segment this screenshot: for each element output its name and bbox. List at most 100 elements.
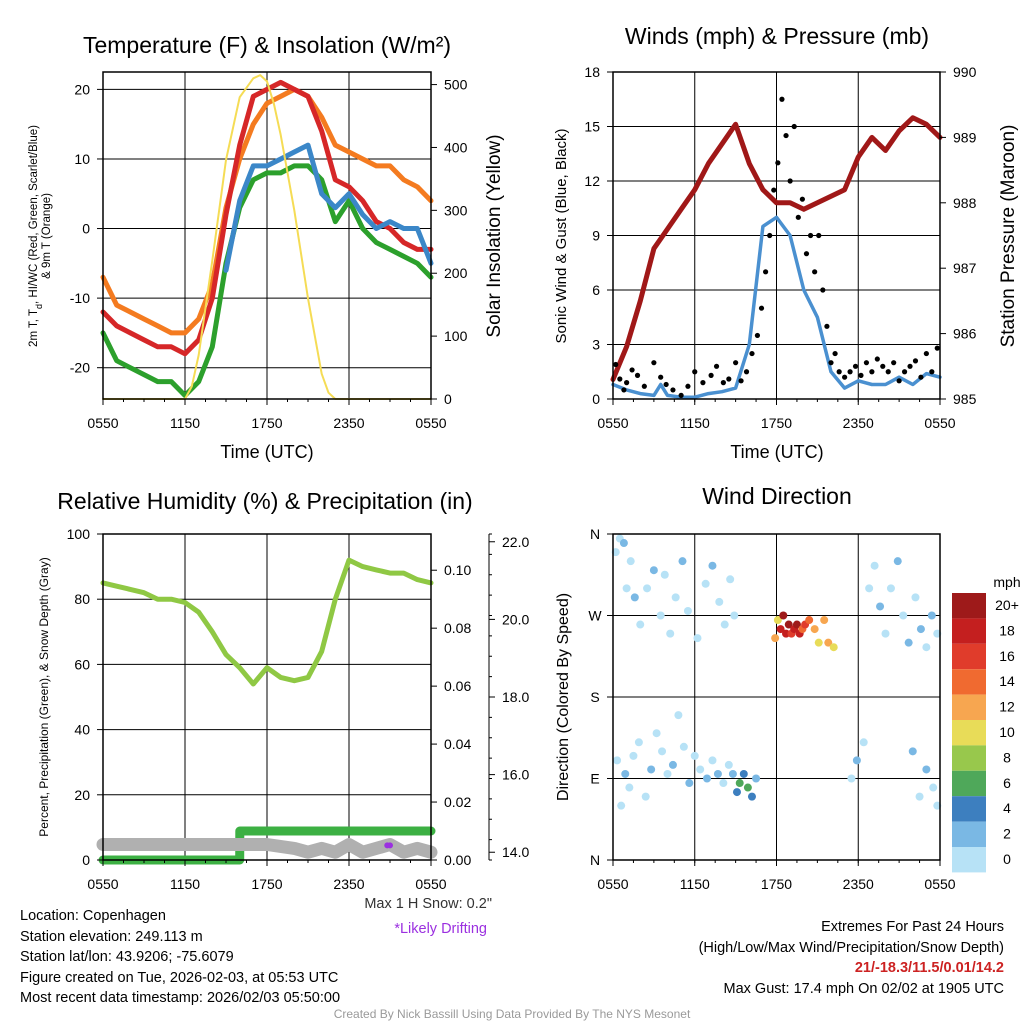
y2-tick-label: 200	[444, 265, 468, 281]
gust-point	[901, 369, 908, 375]
direction-point	[671, 593, 680, 602]
colorbar-swatch	[952, 745, 986, 771]
direction-point	[625, 783, 634, 792]
gust-point	[891, 360, 897, 366]
colorbar-swatch	[952, 694, 986, 720]
series-temp	[100, 79, 434, 357]
direction-point	[893, 557, 902, 566]
direction-point	[922, 765, 931, 774]
gust-point	[663, 381, 669, 388]
y-tick-label: 6	[592, 282, 600, 298]
x-tick-label: 0550	[415, 415, 446, 431]
direction-point	[805, 616, 814, 625]
y2-axis-title: Solar Insolation (Yellow)	[484, 134, 505, 337]
gust-point	[869, 369, 875, 375]
colorbar-label: 2	[1003, 826, 1011, 842]
y-tick-label: 0	[82, 221, 90, 237]
direction-point	[743, 783, 752, 792]
direction-point	[724, 760, 733, 769]
series-wind	[611, 215, 942, 399]
y-tick-label: 0	[82, 852, 90, 868]
colorbar-label: 20+	[995, 597, 1019, 613]
gust-point	[852, 363, 859, 369]
x-tick-label: 2350	[843, 876, 874, 892]
gust-point	[803, 251, 810, 257]
gust-point	[733, 360, 739, 366]
direction-point	[643, 584, 652, 593]
direction-point	[641, 792, 650, 801]
gust-point	[713, 363, 720, 369]
drifting-label: *Likely Drifting	[394, 921, 487, 937]
gust-point	[651, 360, 657, 366]
colorbar-label: 10	[999, 724, 1015, 740]
y2-tick-label: 987	[953, 260, 977, 276]
y-tick-label: N	[590, 852, 600, 868]
extremes-title: Extremes For Past 24 Hours	[821, 919, 1004, 935]
direction-point	[696, 765, 705, 774]
direction-point	[929, 783, 938, 792]
direction-point	[613, 756, 622, 765]
colorbar-label: 12	[999, 699, 1015, 715]
x-tick-label: 0550	[87, 876, 118, 892]
gust-point	[738, 378, 744, 384]
station-info: Location: Copenhagen Station elevation: …	[20, 906, 340, 1009]
direction-point	[726, 575, 735, 584]
colorbar-swatch	[952, 669, 986, 695]
gust-point	[634, 372, 641, 378]
y-axis-title: Direction (Colored By Speed)	[555, 593, 572, 801]
colorbar-label: 16	[999, 648, 1015, 664]
y-tick-label: 18	[584, 64, 600, 80]
chart-title-temperature: Temperature (F) & Insolation (W/m²)	[83, 32, 451, 58]
direction-point	[636, 620, 645, 629]
x-axis-title: Time (UTC)	[220, 442, 313, 462]
direction-point	[621, 769, 630, 778]
x-tick-label: 1150	[170, 415, 200, 431]
direction-point	[776, 625, 785, 634]
direction-point	[690, 751, 699, 760]
y-tick-label: 10	[74, 151, 90, 167]
gust-point	[885, 369, 891, 375]
direction-point	[663, 769, 672, 778]
recent-data-label: Most recent data timestamp: 2026/02/03 0…	[20, 990, 341, 1006]
x-tick-label: 1750	[251, 415, 282, 431]
drift-point	[387, 842, 393, 849]
x-tick-label: 1750	[761, 876, 792, 892]
y2-tick-label: 400	[444, 139, 468, 155]
colorbar-label: 6	[1003, 775, 1011, 791]
y2-tick-label: 0.04	[444, 736, 471, 752]
y-tick-label: 3	[592, 337, 600, 353]
direction-point	[916, 625, 925, 634]
direction-point	[752, 774, 761, 783]
chart-title-winds: Winds (mph) & Pressure (mb)	[625, 23, 929, 49]
gust-point	[907, 363, 913, 369]
direction-point	[720, 620, 729, 629]
colorbar-swatch	[952, 847, 986, 873]
direction-point	[904, 638, 913, 647]
y-tick-label: 40	[74, 722, 90, 738]
y-tick-label: W	[588, 608, 602, 624]
gust-point	[923, 350, 929, 357]
gust-point	[863, 360, 870, 366]
x-tick-label: 2350	[333, 876, 364, 892]
y3-tick-label: 22.0	[502, 534, 529, 550]
direction-point	[713, 769, 722, 778]
gust-point	[795, 214, 801, 220]
direction-point	[814, 638, 823, 647]
direction-point	[779, 611, 788, 620]
gust-point	[880, 363, 886, 369]
x-tick-label: 1750	[761, 415, 792, 431]
x-axis-title: Time (UTC)	[730, 442, 823, 462]
x-tick-label: 0550	[597, 876, 628, 892]
direction-point	[739, 769, 748, 778]
direction-point	[674, 711, 683, 720]
direction-point	[715, 597, 724, 606]
direction-point	[630, 593, 639, 602]
colorbar-swatch	[952, 643, 986, 670]
y-tick-label: -20	[70, 360, 90, 376]
y2-tick-label: 988	[953, 195, 977, 211]
gust-point	[726, 376, 732, 382]
y2-tick-label: 0.02	[444, 794, 471, 810]
y2-tick-label: 0.10	[444, 562, 471, 578]
gust-point	[758, 305, 765, 311]
series-pressure	[610, 115, 943, 382]
